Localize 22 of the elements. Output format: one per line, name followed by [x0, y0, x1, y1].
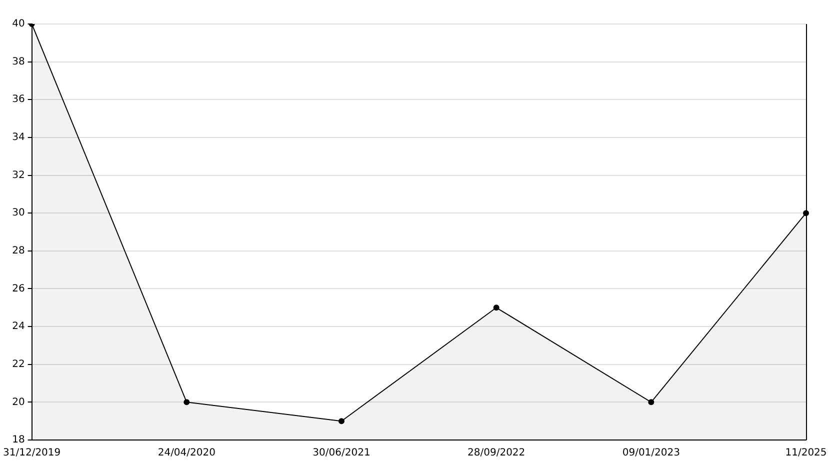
- point: [493, 304, 500, 311]
- x-tick-label: 24/04/2020: [158, 448, 216, 459]
- y-tick-label: 32: [12, 170, 25, 181]
- y-tick-label: 38: [12, 56, 25, 68]
- y-tick-label: 28: [12, 246, 25, 257]
- x-tick-label: 30/06/2021: [312, 448, 370, 459]
- y-tick-label: 30: [12, 208, 25, 219]
- point: [648, 399, 654, 406]
- y-tick-label: 40: [12, 18, 25, 30]
- x-tick-label: 09/01/2023: [622, 448, 680, 459]
- y-tick-label: 36: [12, 94, 25, 106]
- x-tick-label: 31/12/2019: [3, 448, 61, 459]
- y-tick-label: 22: [12, 358, 25, 370]
- x-tick-label: 11/2025: [785, 448, 827, 459]
- y-tick-label: 34: [12, 132, 25, 144]
- point: [184, 399, 190, 406]
- y-tick-label: 26: [12, 283, 25, 294]
- y-tick-label: 24: [12, 321, 25, 332]
- y-tick-label: 18: [12, 434, 25, 446]
- point: [338, 418, 344, 424]
- x-tick-label: 28/09/2022: [468, 448, 526, 459]
- y-tick-label: 20: [12, 396, 25, 408]
